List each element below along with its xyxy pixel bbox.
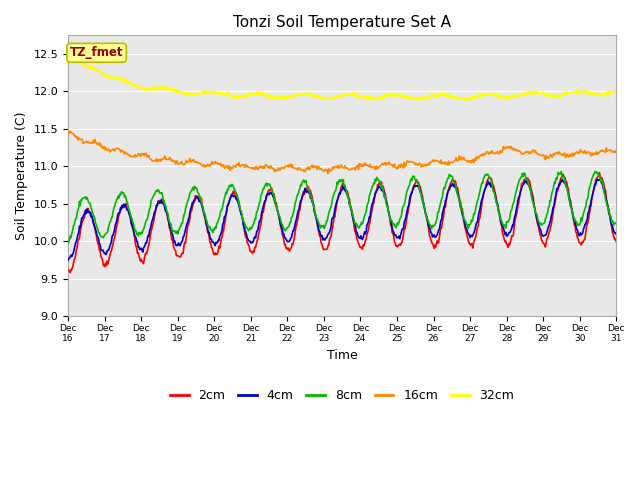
- X-axis label: Time: Time: [327, 348, 358, 361]
- Title: Tonzi Soil Temperature Set A: Tonzi Soil Temperature Set A: [233, 15, 451, 30]
- Legend: 2cm, 4cm, 8cm, 16cm, 32cm: 2cm, 4cm, 8cm, 16cm, 32cm: [165, 384, 520, 407]
- Y-axis label: Soil Temperature (C): Soil Temperature (C): [15, 111, 28, 240]
- Text: TZ_fmet: TZ_fmet: [70, 46, 124, 60]
